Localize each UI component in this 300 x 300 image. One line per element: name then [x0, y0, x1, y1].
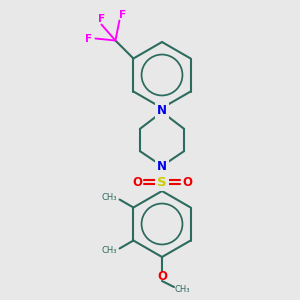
Text: CH₃: CH₃	[102, 193, 117, 202]
Text: CH₃: CH₃	[174, 284, 190, 293]
Text: O: O	[132, 176, 142, 188]
Text: F: F	[98, 14, 105, 23]
Text: N: N	[157, 104, 167, 118]
Text: F: F	[85, 34, 92, 44]
Text: S: S	[157, 176, 167, 188]
Text: O: O	[182, 176, 192, 188]
Text: CH₃: CH₃	[102, 246, 117, 255]
Text: O: O	[157, 271, 167, 284]
Text: N: N	[157, 160, 167, 173]
Text: F: F	[119, 10, 126, 20]
